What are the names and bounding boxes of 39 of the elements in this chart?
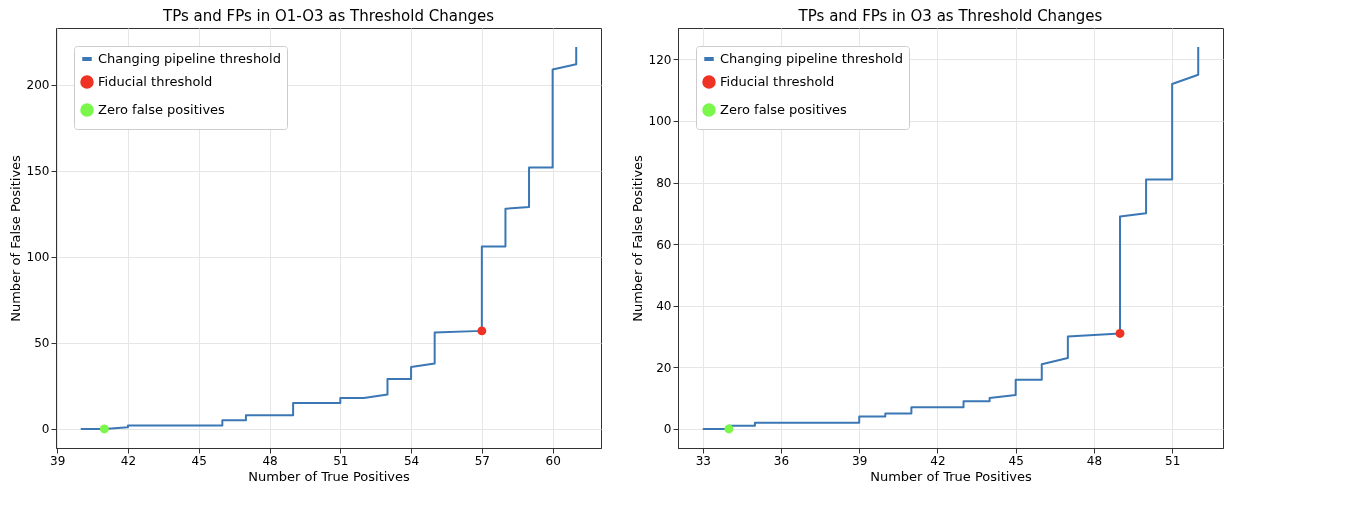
y-tick-label: 100 xyxy=(648,114,672,129)
chart-title: TPs and FPs in O1-O3 as Threshold Changes xyxy=(162,7,495,25)
y-tick-label: 20 xyxy=(656,360,672,375)
legend-label: Fiducial threshold xyxy=(720,74,835,89)
x-tick-label: 48 xyxy=(262,453,278,468)
x-tick-label: 45 xyxy=(191,453,207,468)
x-tick-label: 45 xyxy=(1008,453,1024,468)
x-tick-label: 54 xyxy=(403,453,420,468)
y-tick-label: 0 xyxy=(663,422,672,437)
legend-label: Zero false positives xyxy=(98,102,226,117)
x-tick-label: 48 xyxy=(1086,453,1103,468)
x-tick-label: 36 xyxy=(773,453,790,468)
x-axis-title: Number of True Positives xyxy=(248,468,411,484)
y-tick-label: 200 xyxy=(26,78,50,93)
x-tick-label: 33 xyxy=(695,453,711,468)
x-tick-label: 60 xyxy=(545,453,561,468)
y-axis-title: Number of False Positives xyxy=(629,154,645,322)
y-tick-label: 0 xyxy=(41,422,50,437)
y-tick-label: 80 xyxy=(656,176,672,191)
x-tick-label: 42 xyxy=(930,453,946,468)
x-tick-label: 51 xyxy=(1165,453,1181,468)
x-tick-label: 42 xyxy=(120,453,137,468)
legend-label: Changing pipeline threshold xyxy=(98,51,281,66)
y-tick-label: 40 xyxy=(656,299,672,314)
legend-label: Zero false positives xyxy=(720,102,848,117)
x-tick-label: 57 xyxy=(474,453,490,468)
legend-label: Fiducial threshold xyxy=(98,74,213,89)
x-tick-label: 51 xyxy=(333,453,349,468)
chart-title: TPs and FPs in O3 as Threshold Changes xyxy=(797,7,1103,25)
y-tick-label: 60 xyxy=(656,237,672,252)
y-tick-label: 150 xyxy=(26,164,50,179)
x-tick-label: 39 xyxy=(50,453,66,468)
x-tick-label: 39 xyxy=(852,453,868,468)
y-axis-title: Number of False Positives xyxy=(7,154,23,322)
y-tick-label: 120 xyxy=(648,52,672,67)
x-axis-title: Number of True Positives xyxy=(870,468,1033,484)
y-tick-label: 50 xyxy=(34,336,50,351)
legend-label: Changing pipeline threshold xyxy=(720,51,903,66)
y-tick-label: 100 xyxy=(26,250,50,265)
